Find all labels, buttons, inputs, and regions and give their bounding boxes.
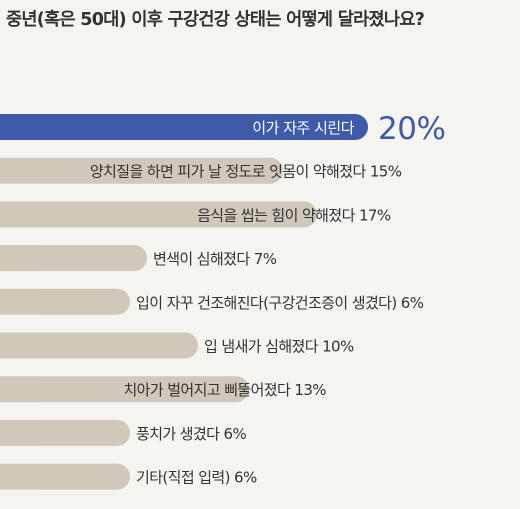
bar-5 [28,288,130,315]
value-label-4: 7% [254,250,277,268]
bar-2 [28,157,283,184]
value-label-2: 15% [370,163,402,181]
bar-8-base [0,419,41,446]
value-label-1: 20% [378,111,445,147]
bar-4-base [0,245,41,272]
bar-4 [28,245,147,272]
bar-label-5: 입이 자꾸 건조해진다(구강건조증이 생겼다) 6% [136,294,424,312]
bar-7 [28,376,249,403]
bar-6-base [0,332,41,359]
bar-8 [28,419,130,446]
bar-1-base [0,114,41,140]
bar-3 [28,201,317,228]
bar-1 [28,114,368,140]
bar-label-9: 기타(직접 입력) 6% [136,469,257,487]
bar-9 [28,463,130,490]
bar-label-3: 음식을 씹는 힘이 약해졌다 17% [197,206,391,224]
bar-2-base [0,157,41,184]
bar-6 [28,332,198,359]
value-label-9: 6% [234,469,257,487]
bar-5-base [0,288,41,315]
value-label-8: 6% [224,425,247,443]
value-label-3: 17% [359,206,391,224]
bar-label-4: 변색이 심해졌다 7% [153,250,277,268]
bar-label-7: 치아가 벌어지고 삐뚤어졌다 13% [123,381,326,399]
value-label-7: 13% [294,381,326,399]
bar-3-base [0,201,41,228]
bar-7-base [0,376,41,403]
value-label-6: 10% [322,338,354,356]
value-label-5: 6% [401,294,424,312]
chart-title: 중년(혹은 50대) 이후 구강건강 상태는 어떻게 달라졌나요? [6,10,425,30]
bar-label-8: 풍치가 생겼다 6% [136,425,246,443]
bar-label-1: 이가 자주 시린다 [252,119,354,137]
bar-label-2: 양치질을 하면 피가 날 정도로 잇몸이 약해졌다 15% [90,163,402,181]
bar-label-6: 입 냄새가 심해졌다 10% [204,338,354,356]
bar-9-base [0,463,41,490]
